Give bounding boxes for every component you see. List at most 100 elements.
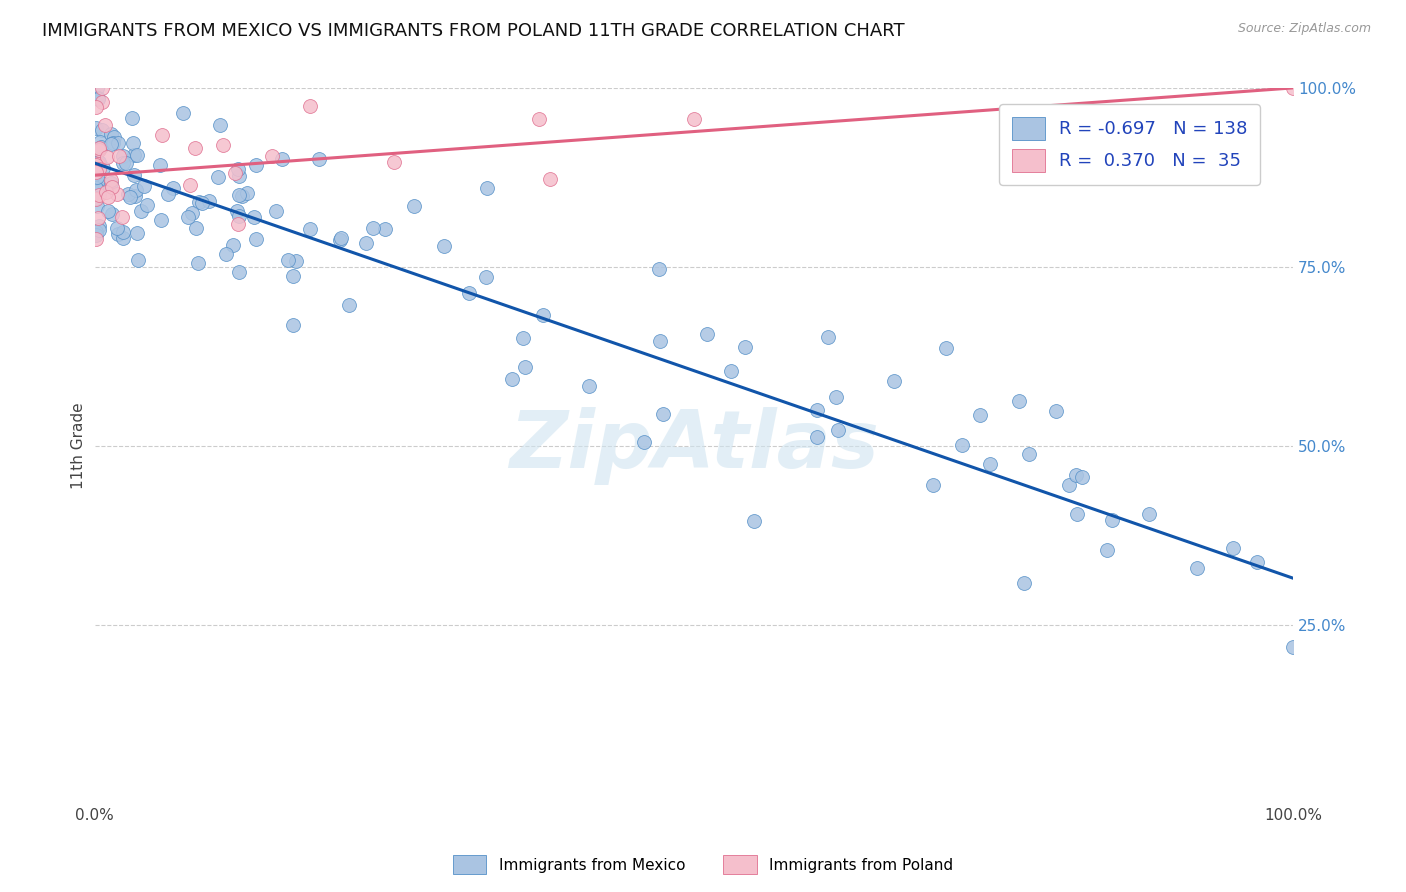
Point: [1137, 507, 1160, 521]
Point: [652, 407, 675, 421]
Point: [277, 252, 299, 267]
Point: [979, 457, 1001, 471]
Point: [93, 177, 115, 191]
Point: [108, 149, 131, 163]
Point: [228, 169, 250, 184]
Point: [87, 154, 110, 169]
Point: [179, 178, 201, 193]
Point: [950, 438, 973, 452]
Point: [86, 81, 108, 95]
Point: [1185, 561, 1208, 575]
Point: [806, 430, 828, 444]
Point: [214, 246, 236, 260]
Text: ZipAtlas: ZipAtlas: [509, 407, 879, 484]
Point: [87, 162, 110, 177]
Point: [129, 203, 152, 218]
Point: [90, 95, 112, 110]
Point: [245, 232, 267, 246]
Point: [647, 262, 669, 277]
Point: [91, 161, 114, 175]
Point: [734, 340, 756, 354]
Point: [84, 180, 107, 194]
Point: [824, 390, 846, 404]
Point: [86, 170, 108, 185]
Point: [538, 172, 561, 186]
Point: [162, 181, 184, 195]
Point: [696, 326, 718, 341]
Point: [94, 119, 117, 133]
Point: [187, 194, 209, 209]
Point: [299, 222, 322, 236]
Point: [184, 221, 207, 235]
Point: [87, 144, 110, 158]
Point: [111, 210, 134, 224]
Point: [122, 148, 145, 162]
Point: [112, 225, 135, 239]
Point: [125, 148, 148, 162]
Point: [264, 203, 287, 218]
Point: [84, 190, 107, 204]
Point: [84, 188, 107, 202]
Point: [89, 223, 111, 237]
Point: [512, 331, 534, 345]
Point: [127, 252, 149, 267]
Point: [100, 172, 122, 186]
Point: [105, 186, 128, 201]
Point: [817, 329, 839, 343]
Point: [100, 127, 122, 141]
Point: [404, 199, 426, 213]
Point: [86, 145, 108, 159]
Point: [101, 136, 124, 150]
Point: [107, 227, 129, 242]
Point: [806, 403, 828, 417]
Text: IMMIGRANTS FROM MEXICO VS IMMIGRANTS FROM POLAND 11TH GRADE CORRELATION CHART: IMMIGRANTS FROM MEXICO VS IMMIGRANTS FRO…: [42, 22, 905, 40]
Point: [87, 219, 110, 234]
Point: [209, 118, 232, 132]
Point: [87, 188, 110, 202]
Point: [225, 203, 247, 218]
Point: [190, 196, 212, 211]
Point: [648, 334, 671, 348]
Point: [531, 308, 554, 322]
Point: [361, 220, 384, 235]
Point: [308, 152, 330, 166]
Point: [84, 193, 107, 207]
Point: [1095, 543, 1118, 558]
Point: [682, 112, 704, 127]
Point: [382, 154, 405, 169]
Point: [1045, 404, 1067, 418]
Legend: R = -0.697   N = 138, R =  0.370   N =  35: R = -0.697 N = 138, R = 0.370 N = 35: [1000, 104, 1260, 185]
Point: [281, 318, 304, 332]
Point: [87, 141, 110, 155]
Point: [356, 236, 378, 251]
Point: [87, 90, 110, 104]
Point: [1012, 575, 1035, 590]
Point: [228, 187, 250, 202]
Point: [89, 154, 111, 169]
Point: [107, 136, 129, 150]
Point: [149, 212, 172, 227]
Point: [224, 166, 246, 180]
Point: [86, 92, 108, 106]
Point: [228, 265, 250, 279]
Point: [101, 207, 124, 221]
Point: [91, 81, 114, 95]
Point: [187, 256, 209, 270]
Point: [458, 285, 481, 300]
Point: [177, 211, 200, 225]
Point: [513, 359, 536, 374]
Point: [720, 363, 742, 377]
Point: [121, 111, 143, 125]
Point: [236, 186, 259, 200]
Point: [1101, 513, 1123, 527]
Point: [207, 169, 229, 184]
Point: [212, 137, 235, 152]
Point: [86, 180, 108, 194]
Point: [1057, 477, 1080, 491]
Point: [97, 204, 120, 219]
Point: [112, 231, 135, 245]
Point: [84, 161, 107, 175]
Point: [172, 106, 194, 120]
Point: [228, 218, 250, 232]
Point: [125, 226, 148, 240]
